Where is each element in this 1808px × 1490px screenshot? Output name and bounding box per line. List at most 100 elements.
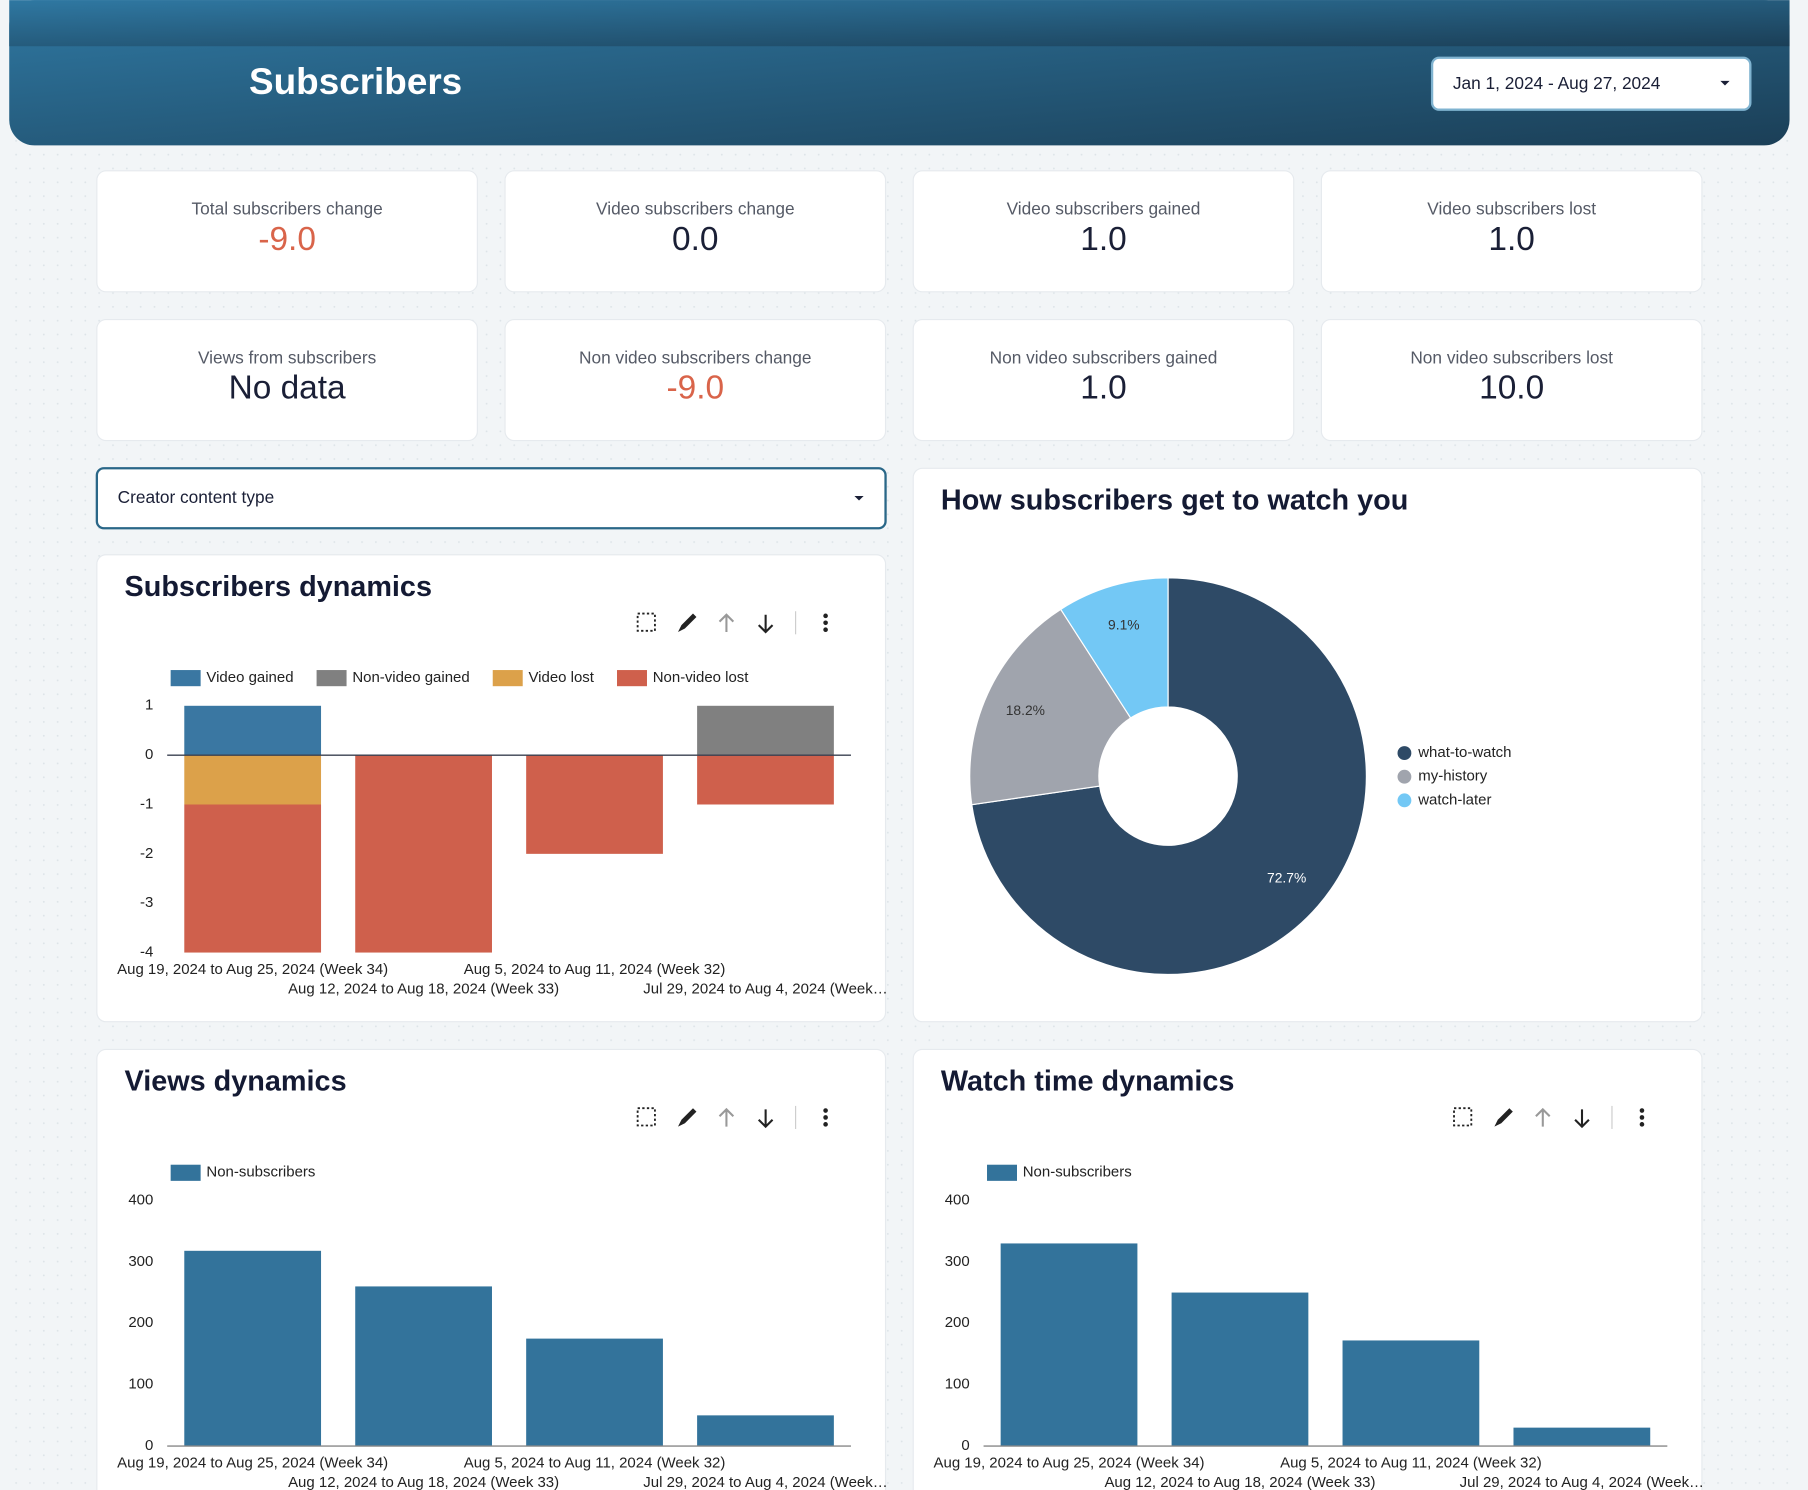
y-tick-label: 400 xyxy=(945,1191,970,1208)
filter-label[interactable]: Creator content type xyxy=(118,487,275,507)
x-tick-label: Aug 12, 2024 to Aug 18, 2024 (Week 33) xyxy=(288,1474,559,1490)
more-icon[interactable] xyxy=(1639,1108,1645,1113)
bar xyxy=(355,1286,492,1447)
kpi-value: 1.0 xyxy=(1488,221,1534,258)
y-tick-label: -1 xyxy=(140,795,153,812)
edit-icon[interactable] xyxy=(678,1108,697,1127)
x-tick-label: Jul 29, 2024 to Aug 4, 2024 (Week… xyxy=(1460,1474,1704,1490)
bar xyxy=(526,755,663,854)
y-tick-label: 1 xyxy=(145,697,153,714)
select-icon[interactable] xyxy=(636,612,656,632)
donut-slice xyxy=(969,608,1132,806)
x-tick-label: Aug 5, 2024 to Aug 11, 2024 (Week 32) xyxy=(464,961,726,978)
more-icon[interactable] xyxy=(823,627,828,632)
bar xyxy=(184,755,322,805)
bar xyxy=(355,755,492,953)
more-icon[interactable] xyxy=(823,1122,828,1127)
kpi-label: Video subscribers lost xyxy=(1427,199,1596,219)
bar xyxy=(697,1415,834,1447)
x-tick-label: Aug 12, 2024 to Aug 18, 2024 (Week 33) xyxy=(288,980,559,997)
more-icon[interactable] xyxy=(823,1115,828,1120)
legend-swatch xyxy=(987,1164,1017,1181)
kpi-value: 1.0 xyxy=(1080,221,1126,258)
kpi-label: Video subscribers gained xyxy=(1007,199,1201,219)
bar xyxy=(526,1338,663,1447)
legend-swatch xyxy=(170,1164,201,1181)
more-icon[interactable] xyxy=(1639,1115,1645,1120)
x-tick-label: Aug 19, 2024 to Aug 25, 2024 (Week 34) xyxy=(117,961,388,978)
header-top xyxy=(9,0,1790,47)
legend-swatch xyxy=(1397,793,1412,808)
filter[interactable]: Creator content type xyxy=(95,467,887,530)
chart-title: Watch time dynamics xyxy=(941,1065,1235,1097)
select-icon[interactable] xyxy=(1453,1107,1473,1127)
up-icon[interactable] xyxy=(1535,1107,1551,1127)
down-icon[interactable] xyxy=(1574,1109,1590,1129)
bar xyxy=(697,755,834,805)
down-icon[interactable] xyxy=(757,1109,774,1129)
edit-icon[interactable] xyxy=(1494,1108,1513,1127)
y-tick-label: 300 xyxy=(945,1253,970,1270)
slice-label: 18.2% xyxy=(1006,702,1045,718)
up-icon[interactable] xyxy=(718,1107,735,1127)
x-tick-label: Jul 29, 2024 to Aug 4, 2024 (Week… xyxy=(643,1474,887,1490)
y-tick-label: -2 xyxy=(140,845,153,862)
bar xyxy=(184,1250,322,1447)
x-tick-label: Aug 5, 2024 to Aug 11, 2024 (Week 32) xyxy=(1280,1454,1542,1471)
legend-label: Non-video gained xyxy=(352,669,469,686)
kpi-card xyxy=(96,170,478,293)
down-icon[interactable] xyxy=(757,614,774,634)
kpi-label: Video subscribers change xyxy=(596,199,795,219)
kpi-label: Non video subscribers change xyxy=(579,347,811,367)
y-tick-label: 0 xyxy=(145,746,153,763)
y-tick-label: -3 xyxy=(140,894,153,911)
y-tick-label: 100 xyxy=(945,1376,970,1393)
kpi-value: 0.0 xyxy=(672,221,718,258)
donut-slice xyxy=(1059,577,1169,719)
edit-icon[interactable] xyxy=(678,613,697,632)
legend-label: Non-video lost xyxy=(653,669,750,686)
page-title: Subscribers xyxy=(249,61,462,102)
more-icon[interactable] xyxy=(823,620,828,626)
date-box[interactable] xyxy=(1430,56,1752,111)
kpi-value: -9.0 xyxy=(666,370,724,407)
slice-label: 9.1% xyxy=(1108,616,1140,632)
kpi-card xyxy=(504,170,887,293)
y-tick-label: -4 xyxy=(140,944,153,961)
legend-swatch xyxy=(1397,746,1412,760)
date-picker[interactable]: Jan 1, 2024 - Aug 27, 2024 xyxy=(1430,56,1752,111)
kpi-label: Non video subscribers gained xyxy=(990,347,1218,367)
kpi-label: Non video subscribers lost xyxy=(1410,347,1613,367)
date-range[interactable]: Jan 1, 2024 - Aug 27, 2024 xyxy=(1453,73,1661,93)
chart-title: How subscribers get to watch you xyxy=(941,484,1408,516)
legend-label: Non-subscribers xyxy=(1023,1164,1132,1181)
dropdown-arrow[interactable] xyxy=(1720,80,1730,86)
more-icon[interactable] xyxy=(823,613,828,619)
up-icon[interactable] xyxy=(718,613,735,632)
more-icon[interactable] xyxy=(823,1108,828,1113)
chart-title: Subscribers dynamics xyxy=(125,571,432,603)
kpi-label: Views from subscribers xyxy=(198,347,377,367)
more-icon[interactable] xyxy=(1639,1122,1645,1127)
bar xyxy=(1342,1340,1480,1447)
legend-label: Non-subscribers xyxy=(206,1164,315,1181)
y-tick-label: 0 xyxy=(961,1437,969,1454)
filter-box[interactable] xyxy=(95,467,887,530)
x-tick-label: Jul 29, 2024 to Aug 4, 2024 (Week… xyxy=(643,980,887,997)
y-tick-label: 200 xyxy=(945,1314,970,1331)
slice-label: 72.7% xyxy=(1267,869,1306,885)
legend-swatch xyxy=(170,670,201,687)
kpi-card xyxy=(912,170,1295,293)
bar xyxy=(1171,1292,1309,1447)
dropdown-arrow[interactable] xyxy=(854,495,864,501)
select-icon[interactable] xyxy=(636,1107,656,1127)
kpi-card xyxy=(96,318,478,442)
bar xyxy=(1000,1243,1138,1447)
chart-title: Views dynamics xyxy=(125,1065,347,1097)
legend-label: Video gained xyxy=(206,669,293,686)
legend-swatch xyxy=(492,670,523,687)
kpi-value: No data xyxy=(229,370,346,407)
y-tick-label: 400 xyxy=(128,1191,153,1208)
bar xyxy=(184,705,322,756)
